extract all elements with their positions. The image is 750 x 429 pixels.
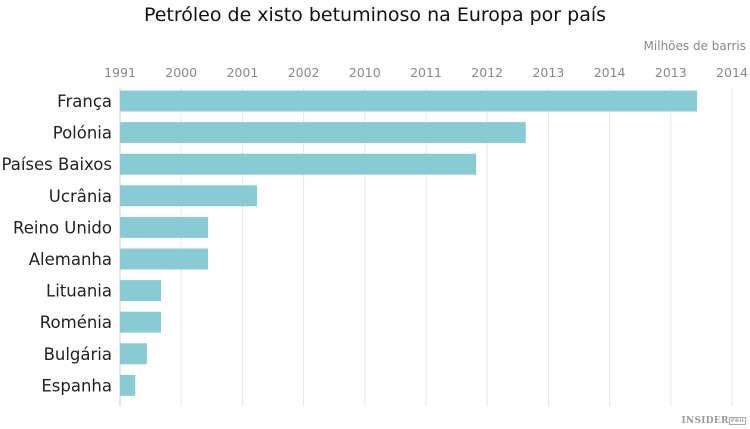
unit-label: Milhões de barris <box>643 39 746 53</box>
bar <box>120 343 147 365</box>
category-label: Países Baixos <box>2 155 112 174</box>
category-label: Lituania <box>46 282 112 301</box>
tick-label: 2010 <box>349 65 381 80</box>
tick-label: 2013 <box>655 65 687 80</box>
category-label: Polónia <box>53 124 112 143</box>
category-label: Reino Unido <box>13 218 112 237</box>
tick-label: 2001 <box>226 65 258 80</box>
category-label: França <box>57 92 112 111</box>
category-label: Espanha <box>41 376 112 395</box>
bar <box>120 90 698 112</box>
insider-pro-logo: INSIDER PRO <box>681 416 746 426</box>
tick-label: 1991 <box>104 65 136 80</box>
bar <box>120 248 209 270</box>
bar <box>120 216 209 238</box>
category-label: Roménia <box>40 313 112 332</box>
bar <box>120 311 162 333</box>
tick-label: 2011 <box>410 65 442 80</box>
bar <box>120 153 477 175</box>
tick-label: 2000 <box>165 65 197 80</box>
tick-label: 2014 <box>716 65 748 80</box>
tick-label: 2014 <box>594 65 626 80</box>
tick-label: 2013 <box>532 65 564 80</box>
bar <box>120 122 526 144</box>
bar <box>120 185 258 207</box>
tick-label: 2002 <box>288 65 320 80</box>
bar <box>120 280 162 302</box>
category-label: Bulgária <box>44 345 112 364</box>
category-label: Alemanha <box>29 250 112 269</box>
tick-label: 2012 <box>471 65 503 80</box>
chart-title: Petróleo de xisto betuminoso na Europa p… <box>143 4 607 26</box>
category-label: Ucrânia <box>49 187 112 206</box>
bar <box>120 374 136 396</box>
